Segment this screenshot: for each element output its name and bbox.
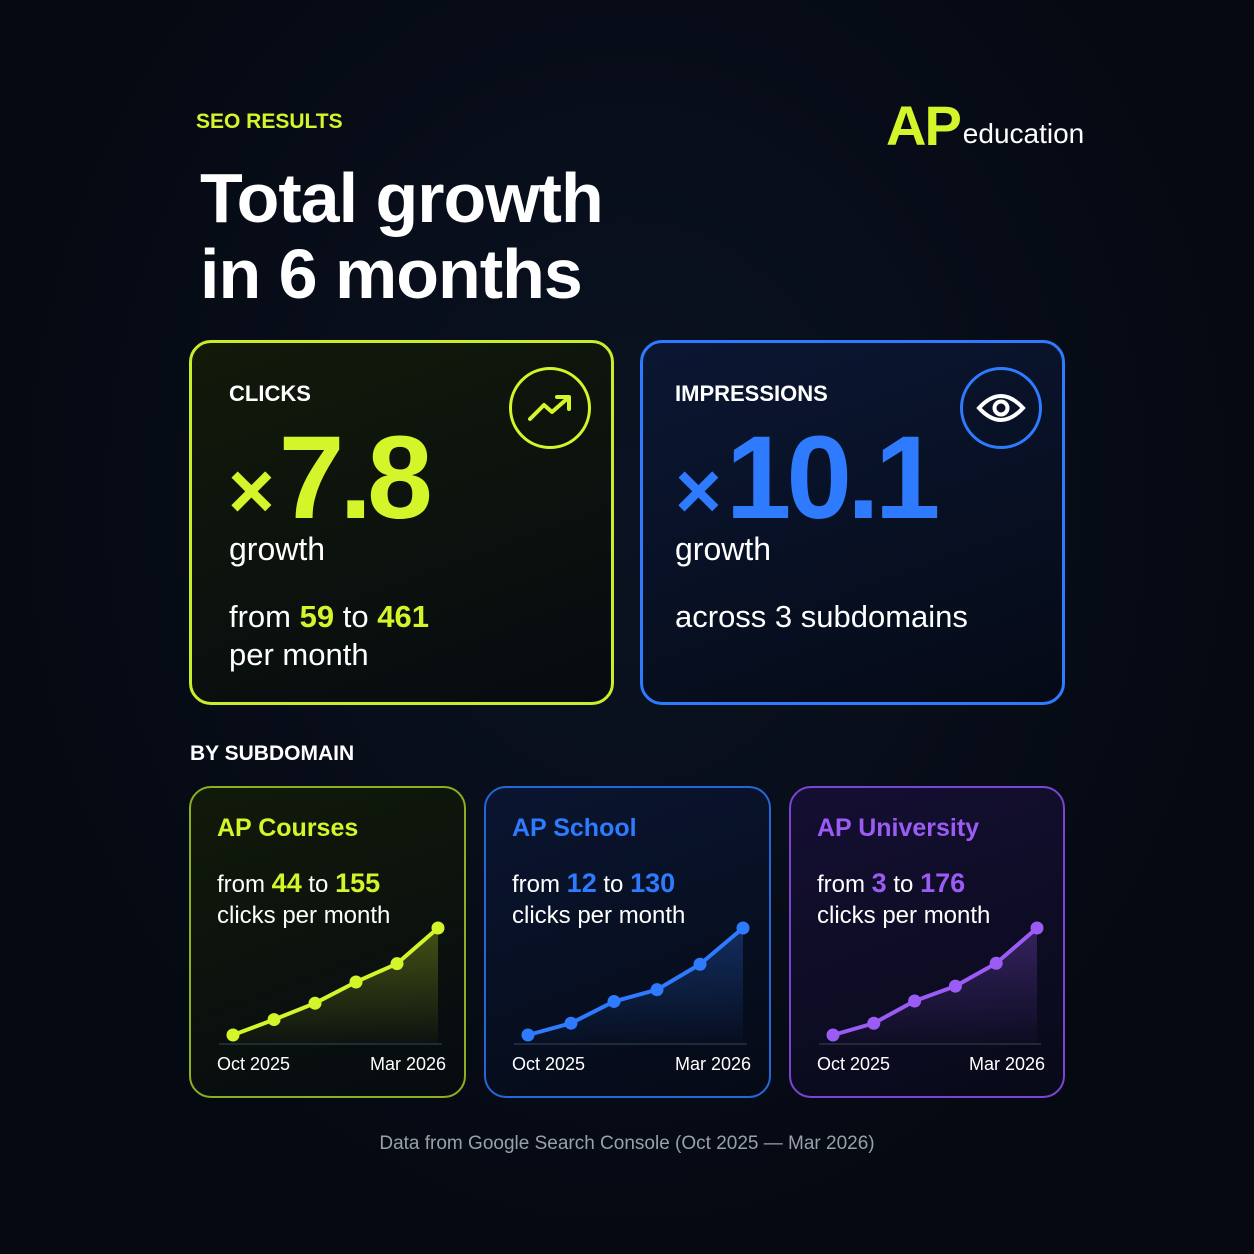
data-point <box>390 957 404 971</box>
x-tick-start: Oct 2025 <box>817 1054 891 1074</box>
series-line <box>232 926 440 1037</box>
x-tick-start: Oct 2025 <box>217 1054 291 1074</box>
data-point <box>308 996 322 1010</box>
eye-icon <box>960 367 1042 449</box>
data-point <box>826 1028 840 1042</box>
clicks-description: from 59 to 461 per month <box>229 599 429 672</box>
series-line <box>527 926 745 1037</box>
eyebrow: SEO RESULTS <box>196 110 343 133</box>
subdomain-card: AP School from 12 to 130 clicks per month… <box>484 786 771 1098</box>
data-point <box>989 956 1003 970</box>
impressions-growth-label: growth <box>675 531 772 567</box>
impressions-multiplier: ×10.1 <box>675 412 940 544</box>
impressions-label: IMPRESSIONS <box>675 381 828 406</box>
data-point <box>564 1016 578 1030</box>
subdomain-card: AP Courses from 44 to 155 clicks per mont… <box>189 786 466 1098</box>
clicks-label: CLICKS <box>229 381 311 406</box>
x-tick-end: Mar 2026 <box>968 1054 1045 1074</box>
page-title: Total growth in 6 months <box>200 159 604 313</box>
area-fill <box>833 928 1037 1044</box>
sparkline-chart <box>219 921 445 1045</box>
logo: AP education <box>886 98 1084 154</box>
data-point <box>736 921 750 935</box>
sparkline-chart <box>819 921 1044 1045</box>
impressions-card: IMPRESSIONS ×10.1 growth across 3 subdom… <box>640 340 1065 705</box>
data-point <box>1030 921 1044 935</box>
subdomain-description: from 3 to 176 clicks per month <box>817 868 991 929</box>
clicks-multiplier: ×7.8 <box>228 412 433 544</box>
subdomain-name: AP School <box>512 814 637 842</box>
title-line-2: in 6 months <box>200 235 583 313</box>
clicks-card: CLICKS ×7.8 growth from 59 to 461 per mon… <box>189 340 614 705</box>
data-point <box>908 994 922 1008</box>
data-point <box>267 1013 281 1027</box>
data-point <box>431 921 445 935</box>
subdomain-name: AP Courses <box>217 814 359 842</box>
x-tick-start: Oct 2025 <box>512 1054 586 1074</box>
area-fill <box>528 928 743 1044</box>
data-point <box>226 1028 240 1042</box>
data-point <box>607 994 621 1008</box>
series-line <box>832 926 1039 1037</box>
subdomain-description: from 12 to 130 clicks per month <box>512 868 686 929</box>
subdomain-card: AP University from 3 to 176 clicks per mo… <box>789 786 1065 1098</box>
data-point <box>867 1016 881 1030</box>
area-fill <box>233 928 438 1044</box>
data-point <box>349 975 363 989</box>
footer-source: Data from Google Search Console (Oct 202… <box>379 1133 875 1154</box>
clicks-growth-label: growth <box>229 531 326 567</box>
data-point <box>693 957 707 971</box>
title-line-1: Total growth <box>200 159 604 237</box>
data-point <box>650 983 664 997</box>
subdomain-name: AP University <box>817 814 980 842</box>
impressions-description: across 3 subdomains <box>675 599 968 634</box>
x-tick-end: Mar 2026 <box>369 1054 446 1074</box>
sparkline-chart <box>514 921 750 1045</box>
logo-education: education <box>962 118 1085 149</box>
data-point <box>521 1028 535 1042</box>
trending-up-icon <box>509 367 591 449</box>
section-heading: BY SUBDOMAIN <box>190 742 355 765</box>
logo-ap: AP <box>886 94 962 157</box>
data-point <box>948 979 962 993</box>
subdomain-description: from 44 to 155 clicks per month <box>217 868 391 929</box>
x-tick-end: Mar 2026 <box>674 1054 751 1074</box>
